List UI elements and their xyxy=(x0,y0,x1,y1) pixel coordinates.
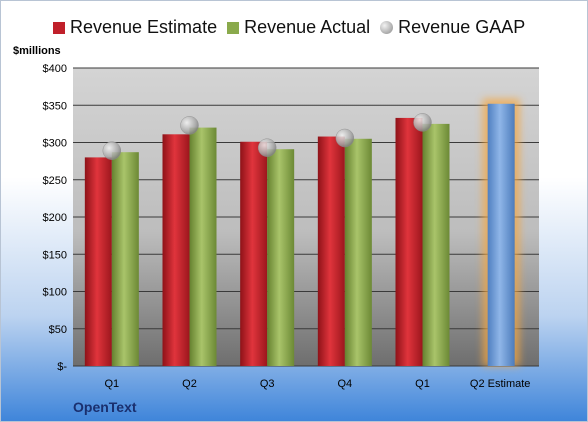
legend-item-gaap: Revenue GAAP xyxy=(380,17,525,38)
point-revenue-gaap xyxy=(180,116,199,135)
y-tick-label: $200 xyxy=(43,212,67,224)
point-revenue-gaap xyxy=(102,141,122,160)
x-tick-label: Q1 xyxy=(104,378,119,390)
legend-label-gaap: Revenue GAAP xyxy=(398,17,526,37)
bar-revenue-actual xyxy=(344,138,372,366)
bar-revenue-actual xyxy=(422,123,450,366)
bar-revenue-estimate xyxy=(317,136,345,366)
bar-revenue-actual xyxy=(111,152,139,366)
legend-marker-gaap xyxy=(380,21,394,34)
y-tick-label: $150 xyxy=(43,249,67,261)
y-tick-label: $350 xyxy=(43,100,67,112)
point-revenue-gaap xyxy=(413,113,432,132)
y-tick-label: $- xyxy=(57,361,67,373)
bar-revenue-estimate xyxy=(84,157,112,366)
legend-item-estimate: Revenue Estimate xyxy=(53,17,217,38)
x-tick-label: Q3 xyxy=(260,378,275,390)
x-tick-label: Q2 xyxy=(182,378,197,390)
legend-swatch-estimate xyxy=(53,21,65,34)
bar-revenue-actual xyxy=(189,127,217,366)
y-tick-label: $300 xyxy=(43,138,67,150)
bar-revenue-estimate xyxy=(162,134,190,366)
y-tick-label: $400 xyxy=(43,63,67,75)
legend-swatch-actual xyxy=(227,21,240,34)
y-tick-label: $50 xyxy=(49,324,67,336)
y-axis-unit-label: $millions xyxy=(13,45,61,57)
bar-revenue-estimate xyxy=(395,117,423,366)
legend-label-actual: Revenue Actual xyxy=(244,17,371,37)
company-name: OpenText xyxy=(73,399,137,415)
legend-label-estimate: Revenue Estimate xyxy=(70,17,218,37)
bar-revenue-actual xyxy=(267,149,295,366)
x-tick-label: Q1 xyxy=(415,378,430,390)
bar-revenue-estimate xyxy=(240,141,268,366)
y-tick-label: $250 xyxy=(43,175,67,187)
x-tick-label: Q2 Estimate xyxy=(470,378,531,390)
x-tick-label: Q4 xyxy=(337,378,352,390)
chart-legend: Revenue Estimate Revenue Actual Revenue … xyxy=(53,17,535,38)
point-revenue-gaap xyxy=(335,128,355,148)
legend-item-actual: Revenue Actual xyxy=(227,17,370,38)
point-revenue-gaap xyxy=(257,138,277,157)
forecast-bar xyxy=(487,103,515,366)
y-tick-label: $100 xyxy=(43,287,67,299)
